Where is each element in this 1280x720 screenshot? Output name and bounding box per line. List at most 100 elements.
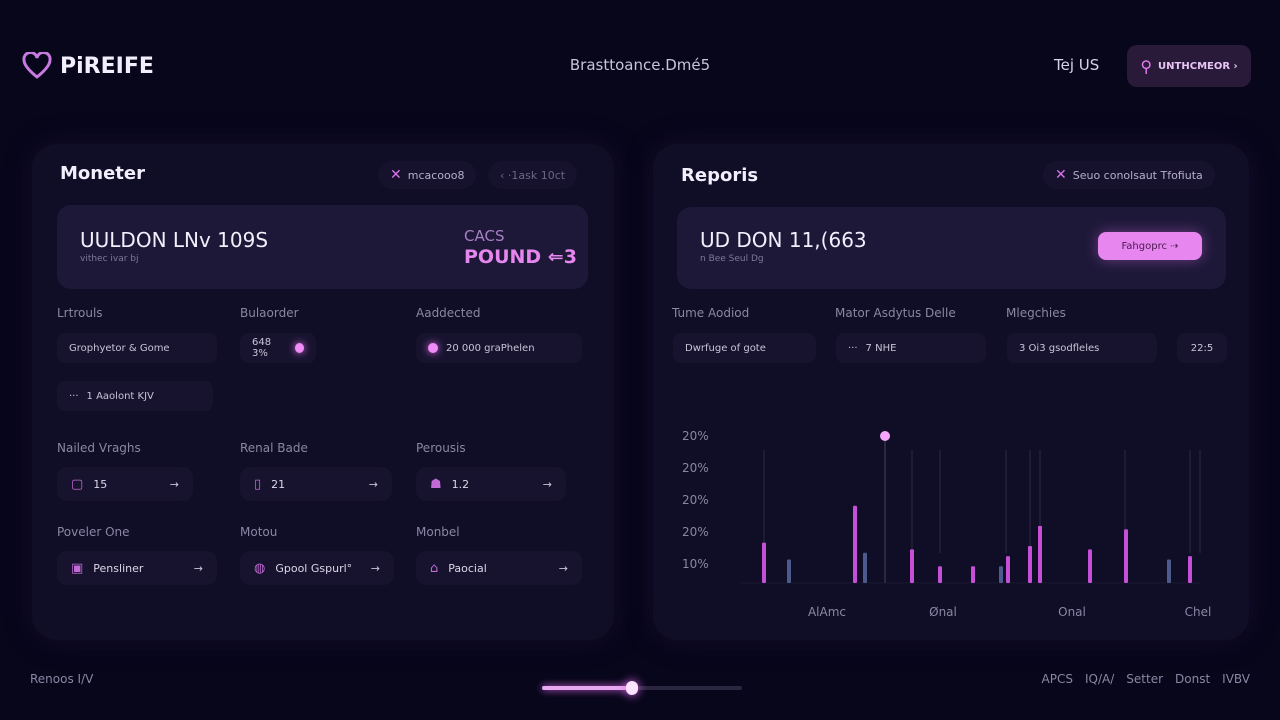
task-chip[interactable]: ‹ ·1ask 10ct (488, 161, 578, 189)
monitor-filter-chip[interactable]: ✕ mcacooo8 (378, 161, 477, 189)
field-input[interactable]: Dwrfuge of gote (673, 333, 816, 363)
progress-slider[interactable] (542, 681, 742, 695)
stat-card[interactable]: ▯ 21 → (240, 467, 392, 501)
card-value: 21 (271, 477, 286, 491)
status-dot-icon (428, 343, 438, 353)
footer-link[interactable]: APCS (1041, 672, 1073, 686)
arrow-right-icon: → (169, 477, 179, 491)
stat-card[interactable]: ▣ Pensliner → (57, 551, 217, 585)
reports-bar-chart: 20% 20% 20% 20% 10% AlAmc Ønal Onal Chel (682, 429, 1212, 619)
highlight-marker (880, 431, 890, 441)
arrow-right-icon: → (368, 477, 378, 491)
search-button[interactable]: ⚲ UNTHCMEOR › (1127, 45, 1251, 87)
field-label: Mator Asdytus Delle (835, 306, 956, 320)
search-button-label: UNTHCMEOR › (1158, 60, 1238, 72)
bar (1088, 549, 1092, 583)
bar (999, 566, 1003, 583)
language-selector[interactable]: Tej US (1054, 56, 1100, 74)
search-icon: ⚲ (1140, 56, 1153, 76)
arrow-right-icon: → (370, 561, 380, 575)
field-value: Grophyetor & Gome (69, 342, 170, 354)
bar (1188, 556, 1192, 583)
slider-fill (542, 686, 632, 690)
bar (1028, 546, 1032, 583)
tools-icon: ✕ (390, 167, 402, 183)
card-value: 1.2 (451, 477, 470, 491)
field-input[interactable]: 648 3% (240, 333, 316, 363)
reports-value: UD DON 11,(663 (700, 228, 867, 252)
card-value: Pensliner (93, 561, 144, 575)
field-value: Dwrfuge of gote (685, 342, 766, 354)
square-icon: ▢ (71, 476, 84, 492)
arrow-right-icon: → (193, 561, 203, 575)
field-value: 3 Oi3 gsodfleles (1019, 342, 1100, 354)
bar (762, 542, 766, 583)
field-value: 22:5 (1190, 342, 1214, 354)
x-tick-label: Chel (1185, 605, 1212, 619)
stat-card[interactable]: ⌂ Paocial → (416, 551, 582, 585)
field-input[interactable]: ··· 7 NHE (836, 333, 986, 363)
card-value: Paocial (448, 561, 487, 575)
bar (1038, 525, 1042, 583)
bar (938, 566, 942, 583)
stat-card[interactable]: ▢ 15 → (57, 467, 193, 501)
field-label: Mlegchies (1006, 306, 1066, 320)
card-label: Monbel (416, 525, 460, 539)
bag-icon: ▣ (71, 560, 84, 576)
heart-logo-icon (22, 52, 52, 79)
stat-card[interactable]: ☗ 1.2 → (416, 467, 566, 501)
card-label: Motou (240, 525, 278, 539)
chip-label: mcacooo8 (407, 168, 465, 182)
monitor-subtext: vithec ivar bj (80, 254, 139, 264)
monitor-summary (57, 205, 588, 289)
stat-card[interactable]: ◍ Gpool Gspurl° → (240, 551, 394, 585)
home-icon: ⌂ (430, 560, 439, 576)
bar (971, 566, 975, 583)
bar (853, 505, 857, 583)
arrow-right-icon: → (558, 561, 568, 575)
field-label: Aaddected (416, 306, 481, 320)
y-tick-label: 20% (682, 493, 709, 507)
extra-field[interactable]: ··· 1 Aaolont KJV (57, 381, 213, 411)
field-input[interactable]: Grophyetor & Gome (57, 333, 217, 363)
reports-action-button[interactable]: Fahgoprc ⇢ (1098, 232, 1202, 260)
tools-icon: ✕ (1055, 167, 1067, 183)
y-tick-label: 20% (682, 429, 709, 443)
card-label: Perousis (416, 441, 466, 455)
reports-filter-chip[interactable]: ✕ Seuo conolsaut Tfofiuta (1043, 161, 1215, 189)
bar (1167, 559, 1171, 583)
arrow-right-icon: → (542, 477, 552, 491)
profile-icon: ☗ (430, 476, 442, 492)
x-tick-label: Onal (1058, 605, 1086, 619)
y-tick-label: 20% (682, 525, 709, 539)
extra-value-field[interactable]: 22:5 (1177, 333, 1227, 363)
footer-link[interactable]: IVBV (1222, 672, 1250, 686)
field-value: 7 NHE (865, 342, 897, 354)
footer-link[interactable]: Setter (1126, 672, 1164, 686)
field-label: Lrtrouls (57, 306, 103, 320)
y-tick-label: 10% (682, 557, 709, 571)
field-label: Tume Aodiod (672, 306, 750, 320)
footer-link[interactable]: IQ/A/ (1085, 672, 1115, 686)
reports-title: Reporis (681, 165, 759, 186)
x-tick-label: Ønal (929, 605, 957, 619)
monitor-value: UULDON LNv 109S (80, 228, 269, 252)
status-dot-icon (294, 343, 304, 353)
globe-icon: ◍ (254, 560, 266, 576)
footer-links: APCS IQ/A/Setter Donst IVBV (1042, 672, 1250, 686)
field-input[interactable]: 3 Oi3 gsodfleles (1007, 333, 1157, 363)
field-value: 20 000 graPhelen (446, 342, 535, 354)
field-input[interactable]: 20 000 graPhelen (416, 333, 582, 363)
card-label: Renal Bade (240, 441, 308, 455)
bar (1124, 529, 1128, 583)
card-value: Gpool Gspurl° (275, 561, 353, 575)
footer-link[interactable]: Donst (1175, 672, 1211, 686)
battery-icon: ▯ (254, 476, 262, 492)
ellipsis-icon: ··· (848, 342, 858, 354)
monitor-title: Moneter (60, 163, 145, 184)
bar (787, 559, 791, 583)
brand-logo[interactable]: PiREIFE (22, 52, 154, 80)
monitor-side-label: CACS (464, 227, 505, 245)
slider-knob[interactable] (626, 681, 638, 695)
x-tick-label: AlAmc (808, 605, 846, 619)
